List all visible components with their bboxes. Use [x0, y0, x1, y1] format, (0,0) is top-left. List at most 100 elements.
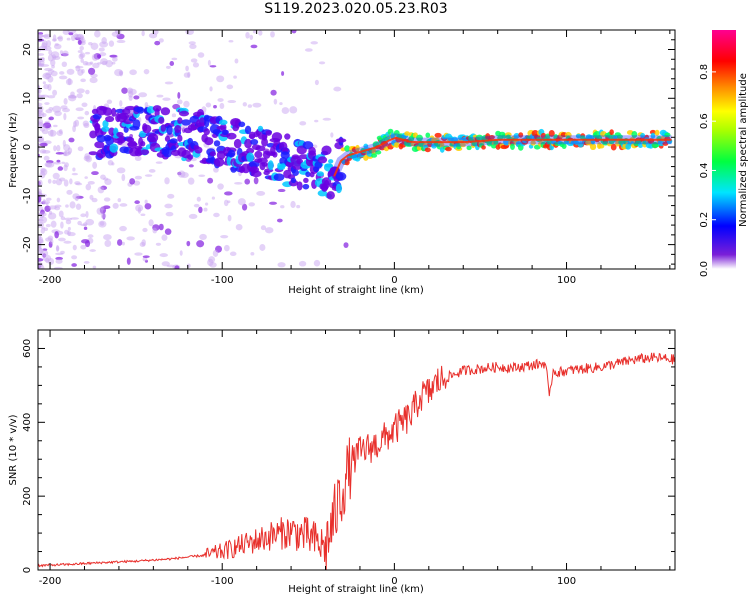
noise-blob	[65, 204, 69, 208]
noise-blob	[64, 217, 73, 221]
noise-blob	[247, 104, 253, 108]
signal-blob	[302, 183, 310, 190]
signal-blob	[424, 147, 431, 153]
signal-blob	[272, 151, 278, 158]
noise-blob	[85, 89, 90, 95]
noise-blob	[134, 155, 142, 161]
snr-x-tick-label: -200	[39, 576, 62, 587]
noise-blob	[167, 193, 175, 199]
noise-blob	[134, 252, 143, 256]
noise-blob	[161, 234, 168, 241]
noise-blob	[198, 206, 203, 214]
noise-blob	[87, 181, 95, 185]
noise-blob	[343, 242, 349, 248]
noise-blob	[198, 174, 206, 178]
noise-blob	[38, 196, 42, 203]
noise-blob	[63, 240, 72, 244]
noise-blob	[121, 87, 128, 94]
noise-blob	[44, 102, 50, 105]
noise-blob	[216, 75, 225, 83]
signal-blob	[328, 159, 334, 164]
signal-blob	[510, 143, 515, 150]
noise-blob	[67, 77, 72, 85]
noise-blob	[89, 61, 94, 65]
noise-blob	[38, 262, 44, 268]
signal-blob	[285, 161, 293, 168]
noise-blob	[213, 167, 219, 173]
noise-blob	[64, 150, 68, 156]
noise-blob	[66, 68, 75, 75]
noise-blob	[69, 201, 76, 209]
noise-blob	[112, 202, 119, 209]
noise-blob	[79, 45, 84, 51]
noise-blob	[117, 198, 122, 203]
noise-blob	[63, 144, 71, 152]
noise-blob	[197, 52, 205, 58]
signal-blob	[233, 138, 242, 149]
signal-blob	[305, 171, 311, 178]
noise-blob	[81, 69, 85, 74]
signal-blob	[649, 129, 657, 135]
noise-blob	[71, 255, 78, 260]
noise-blob	[38, 94, 46, 98]
noise-blob	[144, 203, 152, 210]
noise-blob	[84, 176, 88, 179]
noise-blob	[118, 70, 124, 76]
noise-blob	[89, 249, 96, 252]
noise-blob	[92, 265, 97, 269]
noise-blob	[260, 225, 267, 231]
noise-blob	[38, 216, 48, 224]
noise-blob	[48, 212, 57, 220]
signal-blob	[375, 150, 382, 155]
signal-blob	[246, 147, 255, 154]
signal-blob	[267, 160, 274, 171]
signal-blob	[101, 126, 110, 132]
signal-blob	[664, 132, 671, 138]
signal-blob	[111, 107, 117, 117]
spectrogram-x-label: Height of straight line (km)	[288, 285, 424, 296]
signal-blob	[394, 141, 400, 148]
signal-blob	[109, 143, 119, 153]
noise-blob	[75, 65, 81, 72]
noise-blob	[144, 174, 153, 177]
noise-blob	[141, 30, 145, 37]
noise-blob	[205, 102, 212, 108]
signal-blob	[575, 133, 582, 139]
signal-blob	[355, 144, 360, 152]
noise-blob	[75, 107, 84, 112]
noise-blob	[116, 39, 126, 44]
noise-blob	[252, 102, 262, 108]
colorbar-tick-label: 0.4	[699, 162, 710, 178]
noise-blob	[174, 265, 180, 269]
noise-blob	[43, 84, 50, 90]
noise-blob	[83, 261, 90, 264]
noise-blob	[111, 31, 121, 37]
signal-blob	[513, 133, 520, 139]
signal-blob	[168, 141, 180, 150]
noise-blob	[88, 67, 96, 75]
noise-blob	[76, 34, 82, 39]
noise-blob	[199, 233, 207, 241]
signal-blob	[105, 115, 115, 123]
noise-blob	[245, 31, 250, 39]
noise-blob	[213, 212, 220, 218]
noise-blob	[148, 169, 156, 173]
noise-blob	[219, 102, 225, 110]
snr-y-tick-label: 200	[22, 487, 33, 506]
noise-blob	[47, 178, 52, 184]
noise-blob	[135, 204, 144, 212]
noise-blob	[177, 170, 186, 178]
noise-blob	[53, 145, 57, 152]
noise-blob	[50, 129, 54, 137]
signal-blob	[140, 141, 146, 147]
noise-blob	[90, 42, 99, 50]
noise-blob	[158, 38, 164, 43]
noise-blob	[258, 30, 263, 36]
noise-blob	[72, 193, 80, 200]
noise-blob	[250, 252, 255, 256]
signal-blob	[181, 119, 191, 126]
noise-blob	[44, 161, 52, 168]
noise-blob	[48, 205, 57, 210]
noise-blob	[217, 98, 224, 102]
noise-blob	[97, 186, 105, 194]
